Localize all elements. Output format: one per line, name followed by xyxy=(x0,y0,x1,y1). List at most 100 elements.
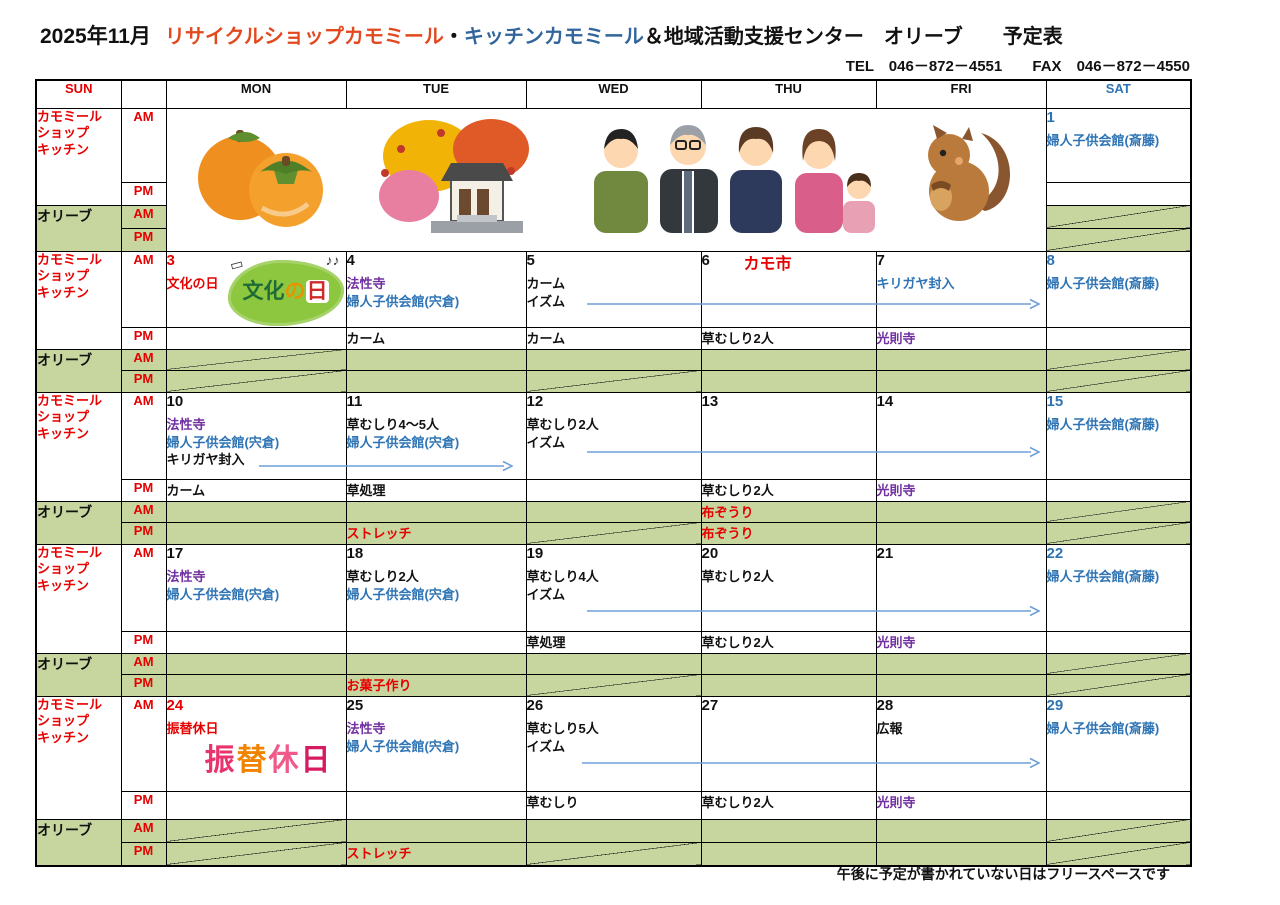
olive-event: 布ぞうり xyxy=(701,525,754,541)
olive-pm-cell: ストレッチ xyxy=(345,841,527,867)
olive-pm-cell xyxy=(345,369,527,393)
kamomile-label-line: カモミール xyxy=(37,392,103,408)
olive-am-label: AM xyxy=(120,204,167,229)
olive-am-cell xyxy=(345,348,527,371)
pm-cell: 草処理 xyxy=(525,630,702,654)
olive-event: 布ぞうり xyxy=(701,504,754,520)
olive-am-cell xyxy=(1045,348,1192,371)
kamomile-label-line: キッチン xyxy=(37,285,90,301)
day-cell: 21 xyxy=(875,543,1047,632)
day-number: 6 xyxy=(701,251,710,269)
pm-label: PM xyxy=(120,181,167,206)
pm-event: 光則寺 xyxy=(876,482,916,498)
kamomile-label-line: カモミール xyxy=(37,251,103,267)
day-number: 18 xyxy=(346,544,364,562)
olive-row-label: オリーブ xyxy=(35,652,122,697)
day-number: 11 xyxy=(346,392,363,410)
olive-pm-cell xyxy=(700,673,877,697)
olive-am-cell xyxy=(165,500,347,523)
olive-pm-cell xyxy=(875,841,1047,867)
olive-pm-label: PM xyxy=(120,841,167,867)
olive-am-cell xyxy=(700,818,877,843)
pm-event: 光則寺 xyxy=(876,330,916,346)
header-fri: FRI xyxy=(875,79,1047,109)
pm-cell: 草むしり2人 xyxy=(700,630,877,654)
pm-cell: 草むしり2人 xyxy=(700,790,877,820)
day-cell: 20 草むしり2人 xyxy=(700,543,877,632)
am-event: 婦人子供会館(斎藤) xyxy=(1046,569,1160,585)
family-photo-illustration xyxy=(594,125,876,233)
furikae-char: 振 xyxy=(204,743,237,777)
olive-am-cell xyxy=(525,652,702,675)
pm-event: 草むしり2人 xyxy=(701,330,774,346)
olive-pm-label: PM xyxy=(120,227,167,252)
kamomile-label-line: キッチン xyxy=(37,730,90,746)
day-number: 7 xyxy=(876,251,885,269)
pm-cell: 草むしり xyxy=(525,790,702,820)
olive-row-label: オリーブ xyxy=(35,204,122,252)
olive-pm-cell xyxy=(525,521,702,545)
kamomile-label-line: カモミール xyxy=(37,108,103,124)
schedule-table: SUN MON TUE WED THU FRI SAT カモミール ショップ キッチン AM 1 婦人子… xyxy=(35,79,1192,867)
olive-pm-cell: 布ぞうり xyxy=(700,521,877,545)
day-cell: 15 婦人子供会館(斎藤) xyxy=(1045,391,1192,480)
day-cell: 11 草むしり4～5人 婦人子供会館(宍倉) xyxy=(345,391,527,480)
pm-event: カーム xyxy=(346,330,386,346)
kamomile-label-line: ショップ xyxy=(37,268,90,284)
olive-am-label: AM xyxy=(120,652,167,675)
contact-line: TEL 046－872－4551 FAX 046－872－4550 xyxy=(846,55,1190,76)
am-label: AM xyxy=(120,543,167,632)
kamomile-label-line: キッチン xyxy=(37,426,90,442)
kamomile-label-line: ショップ xyxy=(37,713,90,729)
header-tue: TUE xyxy=(345,79,527,109)
kamomile-row-label: カモミール ショップ キッチン xyxy=(35,250,122,350)
pm-label: PM xyxy=(120,478,167,502)
day-number: 20 xyxy=(701,544,719,562)
olive-am-cell xyxy=(875,500,1047,523)
furikae-char: 休 xyxy=(268,743,301,777)
day-number: 17 xyxy=(166,544,184,562)
bunka-char: 化 xyxy=(263,280,285,304)
persimmons-illustration xyxy=(197,129,323,227)
day-cell: 25 法性寺 婦人子供会館(宍倉) xyxy=(345,695,527,792)
pm-cell xyxy=(525,478,702,502)
olive-pm-cell xyxy=(525,673,702,697)
day-cell: 1 婦人子供会館(斎藤) xyxy=(1045,107,1192,183)
pm-event: 草むしり2人 xyxy=(701,794,774,810)
day-cell: 6 カモ市 xyxy=(700,250,877,328)
olive-pm-cell xyxy=(1045,521,1192,545)
olive-am-cell xyxy=(525,348,702,371)
olive-am-cell xyxy=(525,818,702,843)
am-label: AM xyxy=(120,391,167,480)
day-cell: 22 婦人子供会館(斎藤) xyxy=(1045,543,1192,632)
pm-event: 草むしり2人 xyxy=(701,634,774,650)
pm-cell xyxy=(1045,790,1192,820)
am-event: 法性寺 xyxy=(166,569,206,585)
pm-label: PM xyxy=(120,790,167,820)
olive-pm-cell xyxy=(165,521,347,545)
day-headline: カモ市 xyxy=(743,255,792,273)
kamomile-label-line: ショップ xyxy=(37,409,90,425)
header-sat: SAT xyxy=(1045,79,1192,109)
olive-pm-cell xyxy=(165,369,347,393)
pm-cell: 草処理 xyxy=(345,478,527,502)
day-number: 24 xyxy=(166,696,184,714)
pm-cell: 光則寺 xyxy=(875,790,1047,820)
am-event: キリガヤ封入 xyxy=(166,451,245,467)
header-thu: THU xyxy=(700,79,877,109)
am-event: イズム xyxy=(526,293,566,309)
olive-am-cell xyxy=(875,652,1047,675)
day-cell: 27 xyxy=(700,695,877,792)
pm-cell: 光則寺 xyxy=(875,326,1047,350)
kamomile-label-line: ショップ xyxy=(37,125,90,141)
bunka-char: 文 xyxy=(242,280,264,304)
day-number: 10 xyxy=(166,392,184,410)
olive-am-cell xyxy=(875,818,1047,843)
furikae-char: 替 xyxy=(236,743,269,777)
pm-event: 草処理 xyxy=(346,482,386,498)
am-event: 法性寺 xyxy=(346,721,386,737)
day-cell: 19 草むしり4人 イズム xyxy=(525,543,702,632)
am-event: 草むしり4～5人 xyxy=(346,417,439,433)
kamomile-row-label: カモミール ショップ キッチン xyxy=(35,391,122,502)
day-cell: 26 草むしり5人 イズム xyxy=(525,695,702,792)
